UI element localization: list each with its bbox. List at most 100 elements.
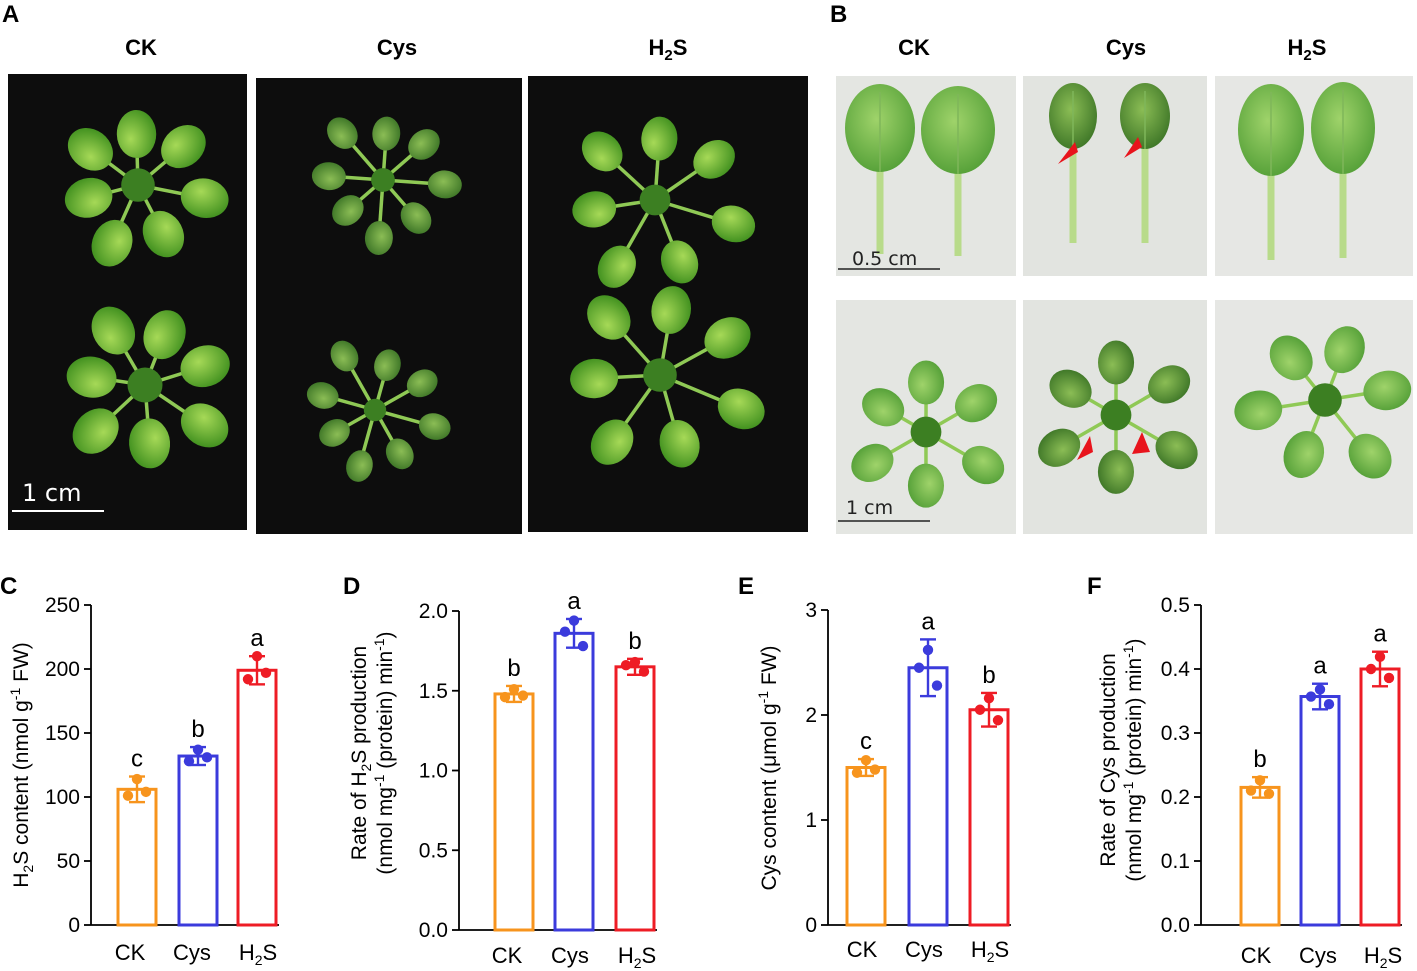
panel-b-title-h2s: H2S	[1288, 35, 1327, 64]
panel-d-label: D	[343, 573, 360, 600]
y-tick-label: 0.4	[1161, 658, 1191, 681]
significance-letter: a	[1313, 653, 1327, 680]
data-point	[140, 786, 152, 798]
bar-cys	[553, 631, 595, 932]
panel-b-title-ck: CK	[898, 35, 930, 60]
chart-e: 0 1 2 3 c a b	[805, 599, 1011, 937]
bar-ck	[493, 692, 535, 932]
rosettes-b	[851, 326, 1412, 508]
chart-d-xtick: Cys	[551, 943, 589, 968]
data-point	[1254, 775, 1266, 786]
bar-cys	[907, 666, 949, 927]
scale-bar-a-label: 1 cm	[22, 479, 81, 507]
chart-c-xtick: Cys	[173, 940, 211, 965]
chart-c-ylabel: H2S content (nmol g-1 FW)	[7, 642, 36, 888]
arrowhead-marker	[1124, 137, 1142, 158]
data-point	[517, 690, 529, 701]
arrowhead-marker	[1058, 142, 1078, 164]
plant-rosette	[572, 116, 756, 288]
plant-rosette	[66, 306, 230, 469]
data-point	[620, 660, 632, 671]
panel-a-title-cys: Cys	[377, 35, 417, 60]
data-point	[183, 755, 195, 767]
data-point	[499, 691, 511, 703]
significance-letter: a	[567, 588, 581, 615]
data-point	[851, 767, 863, 778]
chart-f-ylabel-line1: Rate of Cys production	[1097, 653, 1120, 867]
plant-rosette	[311, 116, 462, 255]
significance-letter: a	[1373, 621, 1387, 648]
chart-e-xtick: CK	[847, 937, 878, 962]
bar-h2s	[614, 665, 656, 932]
y-tick-label: 0	[805, 914, 817, 937]
data-point	[131, 773, 143, 785]
y-tick-label: 0.5	[419, 839, 448, 862]
y-tick-label: 0.3	[1161, 722, 1190, 745]
bar-h2s	[236, 668, 278, 927]
plant-rosette	[64, 110, 229, 267]
bar-h2s	[968, 708, 1010, 927]
data-point	[992, 715, 1004, 726]
bar-ck	[116, 787, 158, 927]
y-tick-label: 200	[45, 658, 80, 681]
y-tick-label: 0	[68, 914, 80, 937]
chart-f: 0.0 0.1 0.2 0.3 0.4 0.5 b a a	[1161, 594, 1402, 937]
chart-f-xtick: CK	[1241, 943, 1272, 968]
chart-d-xtick: CK	[492, 943, 523, 968]
data-point	[201, 752, 213, 763]
detached-leaf	[921, 86, 995, 256]
significance-letter: b	[628, 628, 641, 655]
plant-rosette	[306, 340, 451, 482]
chart-c-xtick: H2S	[239, 940, 277, 968]
chart-d-ylabel-line2: (nmol mg-1 (protein) min-1)	[371, 631, 397, 874]
data-point	[1314, 684, 1326, 695]
y-tick-label: 1.5	[419, 680, 448, 703]
panel-e-label: E	[738, 573, 754, 600]
bar-h2s	[1359, 667, 1401, 927]
arrowhead-marker	[1077, 436, 1093, 460]
panel-a-title-ck: CK	[125, 35, 157, 60]
data-point	[508, 683, 520, 695]
chart-c: 0 50 100 150 200 250 c b a	[45, 594, 279, 937]
chart-d-xtick: H2S	[618, 943, 656, 971]
detached-leaf	[1311, 82, 1375, 258]
data-point	[122, 790, 134, 801]
panel-d: D 0.0 0.5 1.0 1.5 2.0 b a b Rate of H2S product…	[343, 573, 657, 971]
y-tick-label: 150	[45, 722, 80, 745]
panel-b-label: B	[830, 1, 847, 28]
bar-ck	[1239, 785, 1281, 927]
significance-letter: b	[982, 662, 995, 689]
panel-b-title-cys: Cys	[1106, 35, 1146, 60]
significance-letter: c	[131, 746, 143, 773]
y-tick-label: 100	[45, 786, 80, 809]
data-point	[260, 667, 272, 679]
data-point	[251, 651, 263, 662]
data-point	[974, 704, 986, 715]
chart-f-xtick: Cys	[1299, 943, 1337, 968]
panel-a-title-h2s: H2S	[649, 35, 688, 64]
panel-b: B CK Cys H2S 0.5 cm 1 cm	[830, 1, 1413, 534]
data-point	[931, 680, 943, 691]
y-tick-label: 0.2	[1161, 786, 1190, 809]
significance-letter: b	[507, 655, 520, 682]
bar-ck	[845, 766, 887, 927]
significance-letter: b	[1253, 746, 1266, 773]
data-point	[1365, 663, 1377, 675]
chart-f-xtick: H2S	[1364, 943, 1402, 971]
detached-leaf	[1238, 84, 1304, 260]
chart-e-xtick: Cys	[905, 937, 943, 962]
data-point	[922, 644, 934, 656]
data-point	[913, 662, 925, 673]
y-tick-label: 2.0	[419, 600, 448, 623]
data-point	[1323, 699, 1335, 710]
y-tick-label: 0.0	[1161, 914, 1190, 937]
chart-d: 0.0 0.5 1.0 1.5 2.0 b a b	[419, 588, 657, 942]
panel-e: E 0 1 2 3 c a b Cys content (μmol g-1 FW) CK C…	[738, 573, 1011, 965]
data-point	[1305, 691, 1317, 702]
detached-leaf	[1120, 83, 1170, 243]
chart-c-xtick: CK	[115, 940, 146, 965]
chart-f-ylabel-line2: (nmol mg-1 (protein) min-1)	[1120, 638, 1146, 881]
scale-bar-b-bottom-label: 1 cm	[846, 497, 893, 519]
significance-letter: a	[250, 625, 264, 652]
